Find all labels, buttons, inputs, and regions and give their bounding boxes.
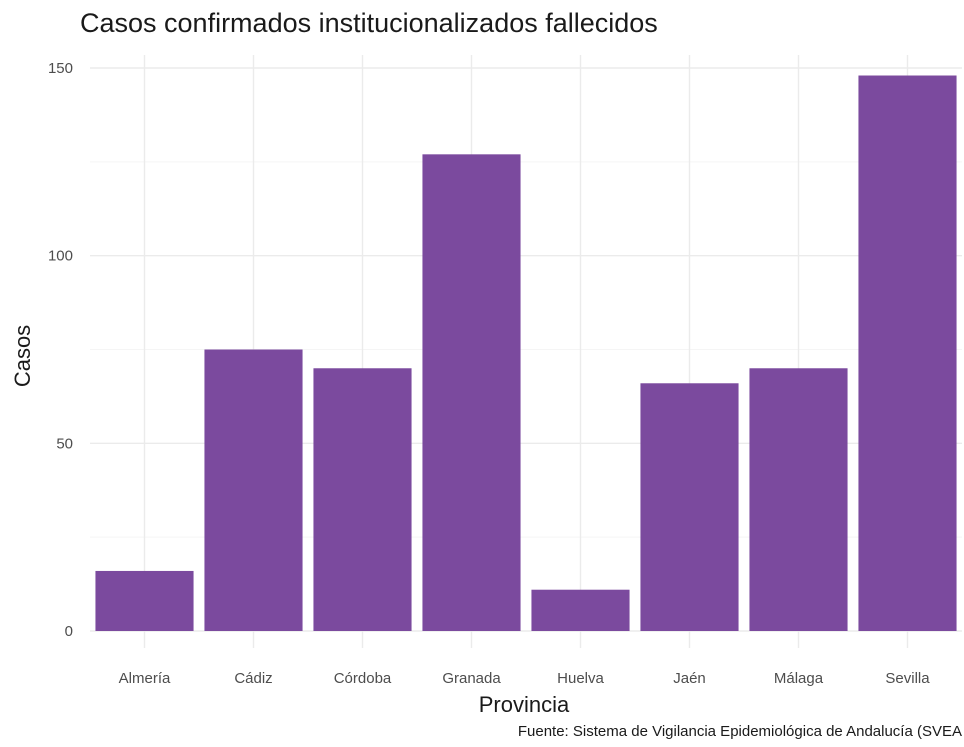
bar <box>204 349 303 631</box>
bar <box>858 75 957 632</box>
bar <box>95 570 194 631</box>
y-axis-ticks: 0 50 100 150 <box>48 60 73 640</box>
x-tick-label: Cádiz <box>234 670 272 687</box>
bar <box>749 368 848 631</box>
y-tick-label: 0 <box>65 623 73 640</box>
bars <box>95 75 957 632</box>
x-axis-ticks: Almería Cádiz Córdoba Granada Huelva Jaén Mála… <box>119 670 931 687</box>
chart-title: Casos confirmados institucionalizados fa… <box>80 8 658 38</box>
x-tick-label: Granada <box>442 670 501 687</box>
x-tick-label: Jaén <box>673 670 706 687</box>
x-tick-label: Málaga <box>774 670 824 687</box>
y-tick-label: 150 <box>48 60 73 77</box>
x-axis-title: Provincia <box>479 692 570 717</box>
x-tick-label: Córdoba <box>334 670 392 687</box>
y-axis-title: Casos <box>10 325 35 387</box>
bar <box>422 154 521 631</box>
bar <box>531 589 630 631</box>
y-tick-label: 50 <box>56 435 73 452</box>
bar <box>640 383 739 631</box>
x-tick-label: Sevilla <box>885 670 930 687</box>
x-tick-label: Huelva <box>557 670 604 687</box>
bar <box>313 368 412 631</box>
y-tick-label: 100 <box>48 248 73 265</box>
x-tick-label: Almería <box>119 670 171 687</box>
source-caption: Fuente: Sistema de Vigilancia Epidemioló… <box>518 723 962 740</box>
